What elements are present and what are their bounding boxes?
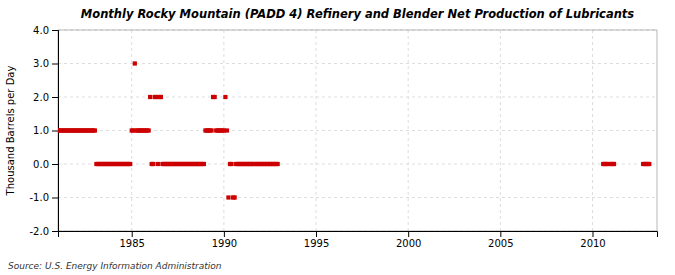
tick: -1.0 bbox=[29, 192, 58, 203]
point bbox=[612, 162, 616, 166]
point bbox=[223, 95, 227, 99]
tick-label: 2005 bbox=[488, 238, 513, 249]
y-grid-line bbox=[58, 197, 657, 198]
tick: 3.0 bbox=[33, 58, 58, 69]
tick: 2010 bbox=[580, 231, 605, 249]
point bbox=[225, 128, 229, 132]
tick-mark bbox=[52, 164, 58, 165]
tick-mark bbox=[52, 30, 58, 31]
tick-label: 3.0 bbox=[33, 58, 49, 69]
tick: 4.0 bbox=[33, 25, 58, 36]
tick-label: 2010 bbox=[580, 238, 605, 249]
tick-label: 1.0 bbox=[33, 125, 49, 136]
point bbox=[233, 195, 237, 199]
tick-label: -1.0 bbox=[29, 192, 49, 203]
tick: 1990 bbox=[212, 231, 237, 249]
tick-mark bbox=[408, 231, 409, 237]
tick: 2005 bbox=[488, 231, 513, 249]
point bbox=[276, 162, 280, 166]
tick-mark bbox=[132, 231, 133, 237]
x-grid-line bbox=[592, 30, 593, 231]
y-grid-line bbox=[58, 97, 657, 98]
point bbox=[213, 95, 217, 99]
point bbox=[93, 128, 97, 132]
tick-mark bbox=[224, 231, 225, 237]
x-grid-line bbox=[500, 30, 501, 231]
tick-label: 4.0 bbox=[33, 25, 49, 36]
source-note: Source: U.S. Energy Information Administ… bbox=[8, 261, 222, 271]
y-grid-line bbox=[58, 164, 657, 165]
point bbox=[209, 128, 213, 132]
y-axis-label: Thousand Barrels per Day bbox=[5, 66, 16, 197]
tick-mark bbox=[316, 231, 317, 237]
plot: 1985 1990 1995 2000 2005 2010 -2.0 -1.0 0.0 1.0 2.… bbox=[29, 25, 657, 249]
x-axis: 1985 1990 1995 2000 2005 2010 bbox=[59, 231, 658, 249]
axis-line bbox=[52, 31, 59, 232]
tick-mark bbox=[52, 97, 58, 98]
title: Monthly Rocky Mountain (PADD 4) Refinery… bbox=[81, 7, 635, 21]
point bbox=[159, 95, 163, 99]
point bbox=[647, 162, 651, 166]
tick: 1985 bbox=[119, 231, 144, 249]
tick-label: 2.0 bbox=[33, 92, 49, 103]
tick-label: 2000 bbox=[396, 238, 421, 249]
grid bbox=[58, 30, 657, 231]
tick: -2.0 bbox=[29, 226, 58, 237]
tick-label: 1985 bbox=[119, 238, 144, 249]
x-grid-line bbox=[316, 30, 317, 231]
tick-label: 1995 bbox=[304, 238, 329, 249]
tick-mark bbox=[500, 231, 501, 237]
point bbox=[128, 162, 132, 166]
tick-label: 0.0 bbox=[33, 159, 49, 170]
tick-label: -2.0 bbox=[29, 226, 49, 237]
point bbox=[148, 95, 152, 99]
tick-mark bbox=[52, 231, 58, 232]
tick: 0.0 bbox=[33, 159, 58, 170]
point bbox=[202, 162, 206, 166]
tick: 2.0 bbox=[33, 92, 58, 103]
tick: 2000 bbox=[396, 231, 421, 249]
tick-mark bbox=[52, 64, 58, 65]
tick: 1.0 bbox=[33, 125, 58, 136]
chart: 1985 1990 1995 2000 2005 2010 -2.0 -1.0 0.0 1.0 2.… bbox=[0, 0, 675, 275]
point bbox=[156, 162, 160, 166]
axis-line bbox=[59, 232, 658, 238]
tick-mark bbox=[52, 198, 58, 199]
point bbox=[147, 128, 151, 132]
y-axis: -2.0 -1.0 0.0 1.0 2.0 3.0 4.0 bbox=[29, 25, 58, 237]
point bbox=[151, 162, 155, 166]
points bbox=[58, 61, 651, 199]
tick-label: 1990 bbox=[212, 238, 237, 249]
point bbox=[226, 195, 230, 199]
x-grid-line bbox=[408, 30, 409, 231]
y-grid-line bbox=[58, 63, 657, 64]
tick-mark bbox=[592, 231, 593, 237]
tick-mark bbox=[52, 131, 58, 132]
point bbox=[229, 162, 233, 166]
tick: 1995 bbox=[304, 231, 329, 249]
plot-frame bbox=[58, 30, 657, 231]
point bbox=[133, 61, 137, 65]
